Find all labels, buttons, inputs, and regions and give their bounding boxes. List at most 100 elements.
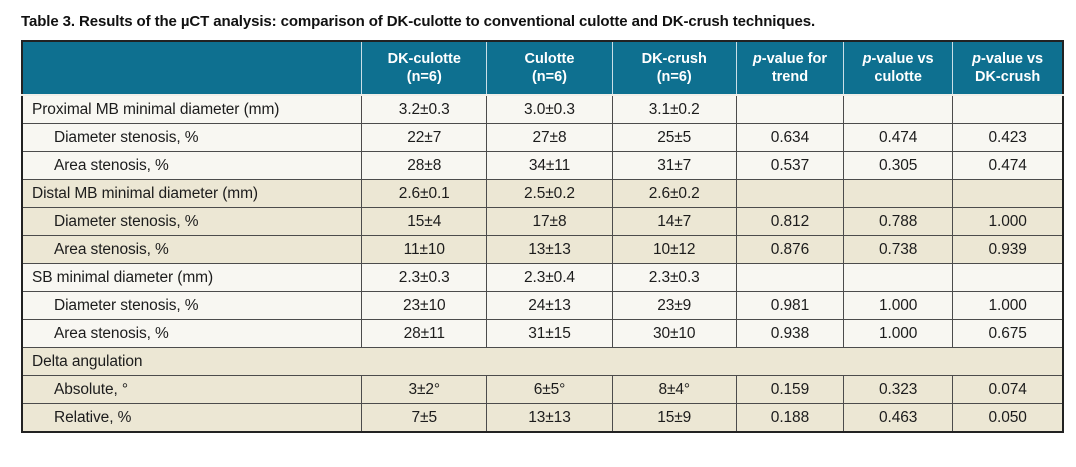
value-cell: 30±10 bbox=[611, 319, 737, 348]
value-cell: 0.876 bbox=[735, 235, 845, 264]
header-line-top: p-value vs bbox=[862, 51, 934, 67]
header-line-top: p-value for bbox=[752, 51, 827, 67]
table-row: Distal MB minimal diameter (mm) 2.6±0.1 2.… bbox=[21, 179, 1064, 208]
table-row: Area stenosis, % 28±8 34±11 31±7 0.537 0.305 0… bbox=[21, 151, 1064, 180]
value-cell: 2.6±0.2 bbox=[611, 179, 737, 208]
value-cell: 11±10 bbox=[361, 235, 488, 264]
value-cell: 8±4° bbox=[611, 375, 737, 404]
value-cell bbox=[843, 179, 954, 208]
value-cell: 0.939 bbox=[952, 235, 1064, 264]
value-cell: 13±13 bbox=[486, 235, 613, 264]
value-cell: 0.738 bbox=[843, 235, 954, 264]
p-value-vs-dk-crush-column-header: p-value vs DK-crush bbox=[952, 41, 1063, 96]
table-header: DK-culotte (n=6) Culotte (n=6) DK-crush (n=6)… bbox=[22, 41, 1063, 96]
value-cell: 15±9 bbox=[611, 403, 737, 433]
value-cell: 13±13 bbox=[486, 403, 613, 433]
value-cell: 23±10 bbox=[361, 291, 488, 320]
table-row: SB minimal diameter (mm) 2.3±0.3 2.3±0.4 2.… bbox=[21, 263, 1064, 292]
header-line-bottom: trend bbox=[771, 69, 809, 85]
row-label-cell: SB minimal diameter (mm) bbox=[21, 263, 363, 292]
row-label-cell: Absolute, ° bbox=[21, 375, 363, 404]
table-title: Table 3. Results of the µCT analysis: co… bbox=[21, 13, 816, 30]
row-label-cell: Proximal MB minimal diameter (mm) bbox=[21, 94, 363, 124]
value-cell: 1.000 bbox=[952, 291, 1064, 320]
value-cell: 1.000 bbox=[843, 319, 954, 348]
row-label-cell: Diameter stenosis, % bbox=[21, 207, 363, 236]
value-cell: 2.3±0.3 bbox=[361, 263, 488, 292]
value-cell: 3±2° bbox=[361, 375, 488, 404]
value-cell: 0.050 bbox=[952, 403, 1064, 433]
value-cell bbox=[735, 179, 845, 208]
value-cell: 0.474 bbox=[843, 123, 954, 152]
value-cell: 0.981 bbox=[735, 291, 845, 320]
value-cell bbox=[843, 94, 954, 124]
row-label-cell: Delta angulation bbox=[21, 347, 1064, 376]
value-cell bbox=[952, 94, 1064, 124]
value-cell: 28±11 bbox=[361, 319, 488, 348]
value-cell: 0.788 bbox=[843, 207, 954, 236]
value-cell: 34±11 bbox=[486, 151, 613, 180]
value-cell: 0.938 bbox=[735, 319, 845, 348]
value-cell: 6±5° bbox=[486, 375, 613, 404]
header-line-bottom: (n=6) bbox=[656, 69, 692, 85]
value-cell: 3.1±0.2 bbox=[611, 94, 737, 124]
value-cell: 15±4 bbox=[361, 207, 488, 236]
value-cell: 3.0±0.3 bbox=[486, 94, 613, 124]
dk-culotte-column-header: DK-culotte (n=6) bbox=[361, 41, 487, 96]
value-cell: 0.537 bbox=[735, 151, 845, 180]
value-cell: 0.812 bbox=[735, 207, 845, 236]
value-cell: 2.3±0.4 bbox=[486, 263, 613, 292]
value-cell: 1.000 bbox=[952, 207, 1064, 236]
value-cell: 2.6±0.1 bbox=[361, 179, 488, 208]
row-label-cell: Area stenosis, % bbox=[21, 151, 363, 180]
header-line-bottom: (n=6) bbox=[531, 69, 568, 85]
value-cell: 22±7 bbox=[361, 123, 488, 152]
table-row: Proximal MB minimal diameter (mm) 3.2±0.3… bbox=[21, 94, 1064, 124]
header-line-top: Culotte bbox=[524, 51, 575, 67]
value-cell: 1.000 bbox=[843, 291, 954, 320]
row-label-cell: Area stenosis, % bbox=[21, 235, 363, 264]
value-cell: 2.5±0.2 bbox=[486, 179, 613, 208]
value-cell bbox=[952, 179, 1064, 208]
value-cell: 0.634 bbox=[735, 123, 845, 152]
header-row: DK-culotte (n=6) Culotte (n=6) DK-crush (n=6)… bbox=[22, 41, 1063, 96]
value-cell: 31±15 bbox=[486, 319, 613, 348]
value-cell bbox=[843, 263, 954, 292]
row-label-cell: Area stenosis, % bbox=[21, 319, 363, 348]
value-cell: 7±5 bbox=[361, 403, 488, 433]
value-cell: 24±13 bbox=[486, 291, 613, 320]
value-cell: 0.188 bbox=[735, 403, 845, 433]
value-cell: 0.474 bbox=[952, 151, 1064, 180]
value-cell: 25±5 bbox=[611, 123, 737, 152]
header-line-top: DK-culotte bbox=[387, 51, 461, 67]
header-line-top: DK-crush bbox=[641, 51, 707, 67]
value-cell: 31±7 bbox=[611, 151, 737, 180]
value-cell: 10±12 bbox=[611, 235, 737, 264]
row-label-cell: Relative, % bbox=[21, 403, 363, 433]
uct-results-table: DK-culotte (n=6) Culotte (n=6) DK-crush (n=6)… bbox=[21, 40, 1064, 433]
row-label-cell: Distal MB minimal diameter (mm) bbox=[21, 179, 363, 208]
table-row: Area stenosis, % 28±11 31±15 30±10 0.938 1.00… bbox=[21, 319, 1064, 348]
value-cell bbox=[735, 263, 845, 292]
value-cell: 28±8 bbox=[361, 151, 488, 180]
table-body: Proximal MB minimal diameter (mm) 3.2±0.3… bbox=[21, 94, 1064, 433]
value-cell: 27±8 bbox=[486, 123, 613, 152]
culotte-column-header: Culotte (n=6) bbox=[486, 41, 613, 96]
table-row: Absolute, ° 3±2° 6±5° 8±4° 0.159 0.323 0.074 bbox=[21, 375, 1064, 404]
value-cell: 23±9 bbox=[611, 291, 737, 320]
header-line-bottom: culotte bbox=[874, 69, 922, 85]
value-cell: 0.305 bbox=[843, 151, 954, 180]
value-cell: 0.074 bbox=[952, 375, 1064, 404]
value-cell: 17±8 bbox=[486, 207, 613, 236]
row-label-cell: Diameter stenosis, % bbox=[21, 123, 363, 152]
header-line-bottom: (n=6) bbox=[406, 69, 442, 85]
table-row: Area stenosis, % 11±10 13±13 10±12 0.876 0.73… bbox=[21, 235, 1064, 264]
value-cell: 0.423 bbox=[952, 123, 1064, 152]
value-cell: 2.3±0.3 bbox=[611, 263, 737, 292]
p-value-vs-culotte-column-header: p-value vs culotte bbox=[843, 41, 953, 96]
table-row: Diameter stenosis, % 15±4 17±8 14±7 0.812 0.7… bbox=[21, 207, 1064, 236]
value-cell: 3.2±0.3 bbox=[361, 94, 488, 124]
value-cell: 14±7 bbox=[611, 207, 737, 236]
header-line-bottom: DK-crush bbox=[974, 69, 1041, 85]
table-row: Diameter stenosis, % 22±7 27±8 25±5 0.634 0.4… bbox=[21, 123, 1064, 152]
